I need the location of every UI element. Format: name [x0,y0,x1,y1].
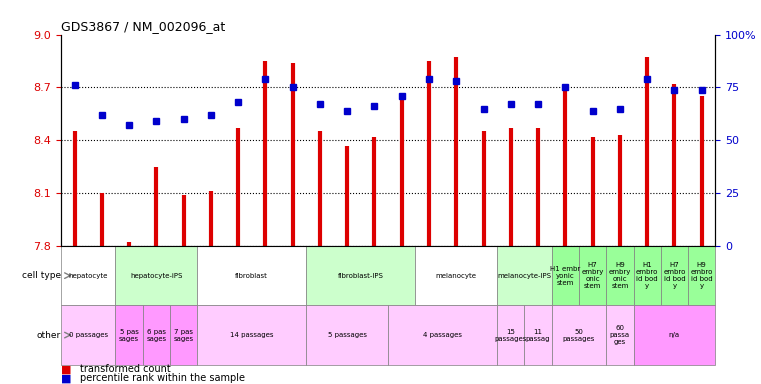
Text: fibroblast: fibroblast [235,273,268,279]
FancyBboxPatch shape [306,305,388,365]
FancyBboxPatch shape [552,305,607,365]
Text: hepatocyte: hepatocyte [68,273,108,279]
FancyBboxPatch shape [388,305,497,365]
Text: 11
passag: 11 passag [526,329,550,342]
Text: n/a: n/a [669,332,680,338]
FancyBboxPatch shape [61,246,116,305]
Text: H9
embry
onic
stem: H9 embry onic stem [609,262,631,289]
FancyBboxPatch shape [552,246,579,305]
FancyBboxPatch shape [633,305,715,365]
FancyBboxPatch shape [497,305,524,365]
Text: H9
embro
id bod
y: H9 embro id bod y [690,262,713,289]
FancyBboxPatch shape [116,246,197,305]
FancyBboxPatch shape [661,246,688,305]
FancyBboxPatch shape [61,305,116,365]
Text: H7
embro
id bod
y: H7 embro id bod y [664,262,686,289]
FancyBboxPatch shape [633,246,661,305]
FancyBboxPatch shape [416,246,497,305]
FancyBboxPatch shape [197,305,306,365]
Text: other: other [37,331,61,339]
Text: ■: ■ [61,373,72,383]
FancyBboxPatch shape [607,305,633,365]
Text: 7 pas
sages: 7 pas sages [174,329,193,342]
FancyBboxPatch shape [579,246,607,305]
Text: ■: ■ [61,364,72,374]
Text: 5 pas
sages: 5 pas sages [119,329,139,342]
FancyBboxPatch shape [197,246,306,305]
FancyBboxPatch shape [116,305,143,365]
Text: fibroblast-IPS: fibroblast-IPS [338,273,384,279]
Text: 5 passages: 5 passages [328,332,367,338]
Text: melanocyte: melanocyte [436,273,477,279]
Text: 15
passages: 15 passages [495,329,527,342]
Text: H7
embry
onic
stem: H7 embry onic stem [581,262,603,289]
Text: transformed count: transformed count [80,364,170,374]
FancyBboxPatch shape [306,246,416,305]
FancyBboxPatch shape [143,305,170,365]
Text: H1
embro
id bod
y: H1 embro id bod y [636,262,658,289]
Text: 50
passages: 50 passages [563,329,595,342]
Text: percentile rank within the sample: percentile rank within the sample [80,373,245,383]
Text: melanocyte-IPS: melanocyte-IPS [498,273,552,279]
FancyBboxPatch shape [170,305,197,365]
Text: 60
passa
ges: 60 passa ges [610,325,630,345]
Text: cell type: cell type [22,271,61,280]
Text: 0 passages: 0 passages [68,332,108,338]
Text: hepatocyte-iPS: hepatocyte-iPS [130,273,183,279]
FancyBboxPatch shape [524,305,552,365]
FancyBboxPatch shape [607,246,633,305]
Text: 14 passages: 14 passages [230,332,273,338]
Text: H1 embr
yonic
stem: H1 embr yonic stem [550,266,581,286]
Text: 6 pas
sages: 6 pas sages [146,329,167,342]
FancyBboxPatch shape [688,246,715,305]
Text: 4 passages: 4 passages [423,332,462,338]
FancyBboxPatch shape [497,246,552,305]
Text: GDS3867 / NM_002096_at: GDS3867 / NM_002096_at [61,20,225,33]
